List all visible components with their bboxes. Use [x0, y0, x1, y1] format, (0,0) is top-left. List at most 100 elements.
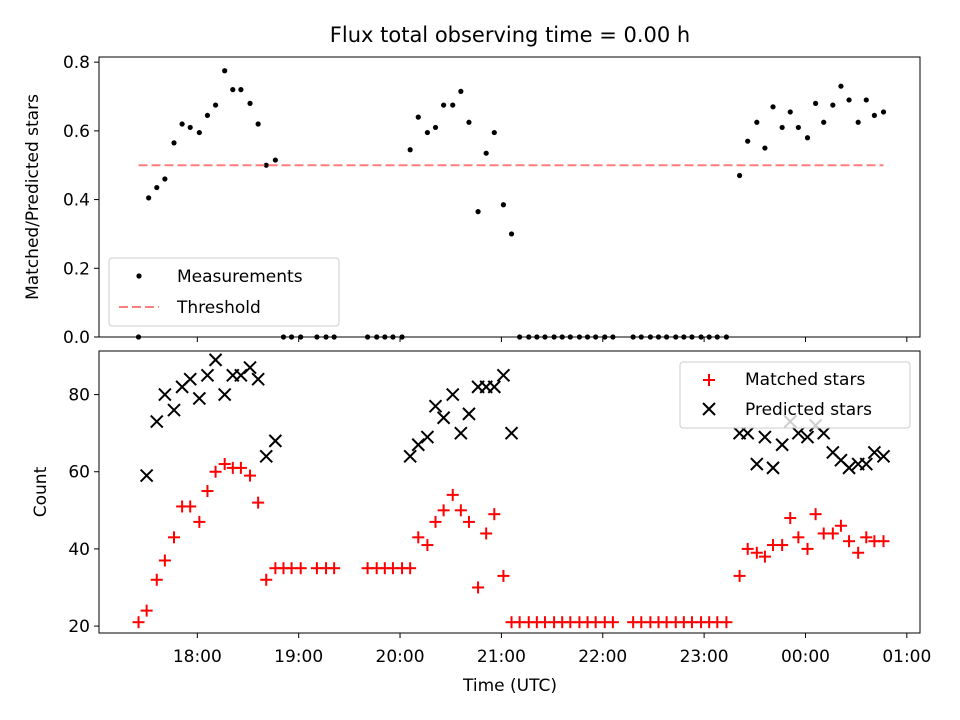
predicted-star-point — [403, 449, 417, 464]
bottom-y-axis-label: Count — [31, 466, 51, 517]
matched-star-point — [244, 469, 257, 482]
measurement-point — [736, 172, 743, 179]
matched-star-point — [497, 569, 510, 582]
legend-predicted-label: Predicted stars — [745, 400, 872, 420]
predicted-star-point — [859, 457, 873, 471]
matched-star-point — [792, 531, 805, 544]
matched-star-point — [826, 527, 839, 540]
matched-star-point — [843, 535, 856, 548]
matched-star-point — [741, 542, 754, 555]
measurement-point — [871, 112, 877, 119]
matched-star-point — [209, 465, 222, 478]
measurement-point — [238, 87, 244, 93]
matched-star-point — [758, 550, 771, 563]
matched-star-point — [606, 616, 619, 629]
legend-measurements-label: Measurements — [177, 267, 303, 287]
matched-star-point — [429, 515, 442, 528]
x-tick-label: 19:00 — [274, 647, 323, 667]
measurement-point — [745, 138, 751, 144]
top-y-axis: 0.0 0.2 0.4 0.6 0.8 — [63, 53, 99, 348]
matched-star-point — [132, 616, 145, 629]
bottom-legend: Matched stars Predicted stars — [679, 361, 911, 429]
matched-star-point — [260, 573, 273, 586]
top-legend-box — [108, 257, 340, 327]
measurement-point — [450, 102, 456, 108]
measurement-point — [247, 100, 253, 106]
bottom-axes-frame — [98, 350, 921, 634]
predicted-star-point — [251, 372, 265, 386]
matched-star-point — [421, 539, 434, 552]
measurement-point — [846, 97, 852, 103]
y-tick-label: 0.4 — [63, 191, 90, 211]
predicted-star-point — [243, 360, 257, 375]
matched-star-point — [404, 562, 417, 575]
x-tick-label: 21:00 — [477, 647, 526, 667]
predicted-star-point — [139, 468, 154, 483]
predicted-star-point — [167, 403, 181, 417]
matched-star-point — [412, 531, 425, 544]
top-panel: 0.00.20.40.60.8 Matched/Predicted stars … — [23, 53, 921, 348]
matched-star-point — [193, 515, 206, 528]
predicted-star-point — [740, 426, 755, 440]
matched-star-point — [733, 569, 746, 582]
measurement-point — [491, 129, 497, 136]
legend-measurements-marker — [136, 273, 142, 279]
measurement-point — [146, 195, 152, 201]
measurement-point — [458, 88, 464, 94]
matched-star-point — [234, 461, 247, 474]
predicted-star-point — [268, 434, 283, 448]
predicted-star-point — [800, 430, 815, 444]
measurement-point — [441, 102, 447, 108]
predicted-star-point — [462, 407, 476, 421]
matched-star-point — [750, 546, 763, 559]
measurement-point — [754, 119, 760, 125]
measurement-point — [500, 202, 507, 208]
matched-star-point — [801, 542, 814, 555]
y-tick-label: 0.8 — [63, 53, 90, 73]
matched-star-point — [201, 485, 214, 498]
predicted-star-point — [758, 430, 772, 444]
predicted-star-point — [842, 461, 856, 475]
matched-star-point — [454, 504, 467, 517]
measurement-point — [795, 124, 801, 131]
predicted-star-point — [420, 430, 435, 444]
top-axes-frame — [98, 56, 921, 338]
y-tick-label: 80 — [68, 386, 90, 406]
bottom-y-axis: 20 40 60 80 — [68, 386, 99, 637]
measurement-point — [407, 147, 413, 153]
measurement-point — [466, 119, 472, 125]
top-plot-area — [135, 68, 887, 340]
matched-star-point — [168, 531, 181, 544]
measurement-point — [222, 68, 228, 74]
legend-threshold-label: Threshold — [176, 298, 261, 318]
measurement-point — [212, 102, 219, 108]
matched-star-point — [294, 562, 307, 575]
predicted-star-point — [208, 353, 223, 367]
measurement-point — [263, 162, 269, 168]
predicted-star-point — [791, 426, 806, 440]
measurement-point — [813, 100, 819, 106]
measurement-point — [171, 140, 177, 146]
predicted-star-point — [876, 449, 891, 464]
matched-star-point — [480, 527, 493, 540]
predicted-star-point — [775, 438, 789, 452]
top-x-axis — [196, 337, 908, 342]
predicted-star-point — [183, 372, 197, 386]
y-tick-label: 0.6 — [63, 122, 90, 142]
x-tick-label: 20:00 — [376, 647, 425, 667]
matched-star-point — [446, 488, 459, 501]
x-tick-label: 01:00 — [882, 647, 931, 667]
predicted-star-point — [867, 445, 882, 460]
bottom-x-axis: 18:00 19:00 20:00 21:00 22:00 23:00 00:00 01:00 — [173, 633, 931, 667]
measurement-point — [187, 124, 193, 131]
matched-star-point — [860, 531, 873, 544]
y-tick-label: 0.0 — [63, 328, 90, 348]
measurement-point — [204, 112, 211, 119]
matched-star-point — [184, 500, 197, 513]
measurement-point — [880, 109, 887, 115]
measurement-point — [762, 145, 768, 151]
measurement-point — [424, 129, 430, 136]
measurement-point — [475, 209, 481, 215]
